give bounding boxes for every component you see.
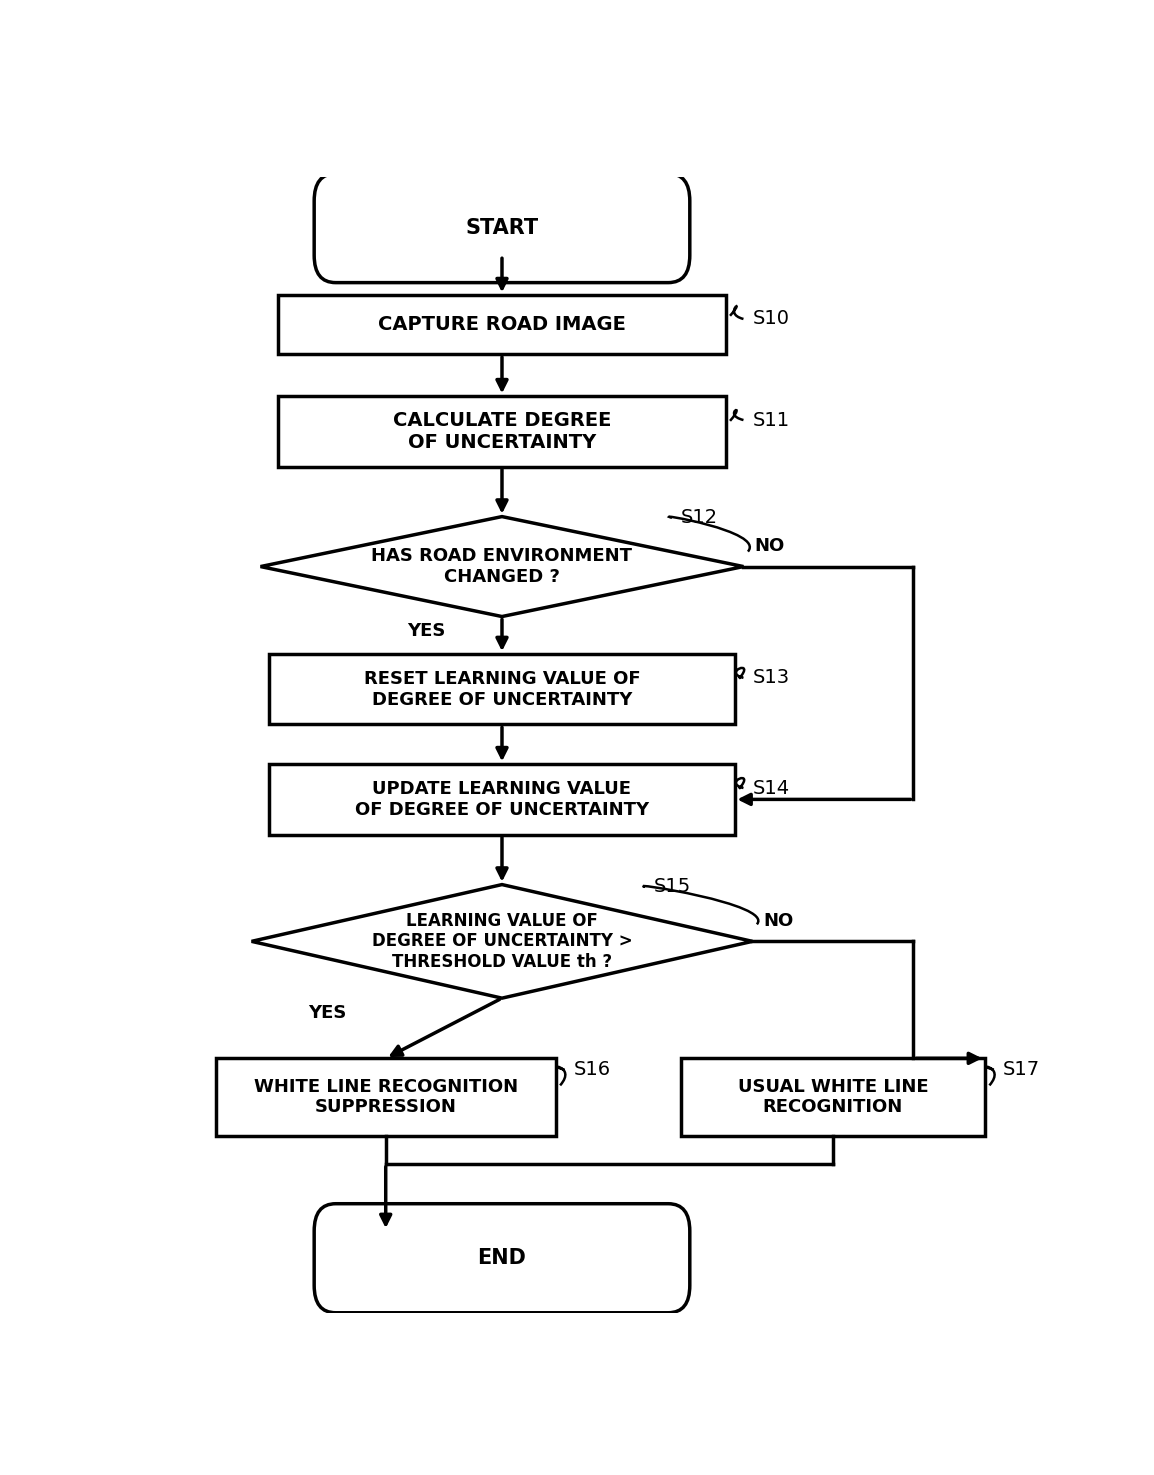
- Text: CAPTURE ROAD IMAGE: CAPTURE ROAD IMAGE: [379, 316, 625, 335]
- Text: S13: S13: [752, 668, 789, 687]
- Polygon shape: [261, 516, 743, 617]
- Text: UPDATE LEARNING VALUE
OF DEGREE OF UNCERTAINTY: UPDATE LEARNING VALUE OF DEGREE OF UNCER…: [355, 780, 649, 819]
- Text: S14: S14: [752, 779, 789, 798]
- Text: END: END: [478, 1248, 526, 1268]
- Text: S17: S17: [1003, 1061, 1040, 1080]
- Bar: [278, 397, 726, 466]
- Polygon shape: [252, 885, 752, 999]
- Text: NO: NO: [763, 912, 794, 931]
- Text: S11: S11: [752, 410, 789, 429]
- Text: USUAL WHITE LINE
RECOGNITION: USUAL WHITE LINE RECOGNITION: [737, 1078, 928, 1117]
- Text: HAS ROAD ENVIRONMENT
CHANGED ?: HAS ROAD ENVIRONMENT CHANGED ?: [372, 547, 632, 586]
- Text: START: START: [465, 218, 539, 237]
- Bar: [270, 653, 735, 724]
- FancyBboxPatch shape: [314, 174, 690, 283]
- Text: CALCULATE DEGREE
OF UNCERTAINTY: CALCULATE DEGREE OF UNCERTAINTY: [392, 412, 612, 451]
- Bar: [278, 295, 726, 354]
- Text: S16: S16: [574, 1061, 610, 1080]
- Bar: [270, 764, 735, 835]
- Text: LEARNING VALUE OF
DEGREE OF UNCERTAINTY >
THRESHOLD VALUE th ?: LEARNING VALUE OF DEGREE OF UNCERTAINTY …: [372, 912, 632, 971]
- Text: S15: S15: [654, 878, 691, 897]
- Text: S12: S12: [681, 509, 718, 527]
- Text: RESET LEARNING VALUE OF
DEGREE OF UNCERTAINTY: RESET LEARNING VALUE OF DEGREE OF UNCERT…: [364, 670, 640, 708]
- Text: YES: YES: [308, 1004, 347, 1022]
- Text: S10: S10: [752, 310, 789, 329]
- Text: NO: NO: [755, 537, 785, 555]
- Text: WHITE LINE RECOGNITION
SUPPRESSION: WHITE LINE RECOGNITION SUPPRESSION: [254, 1078, 518, 1117]
- FancyBboxPatch shape: [314, 1204, 690, 1313]
- Bar: [681, 1059, 986, 1136]
- Bar: [216, 1059, 556, 1136]
- Text: YES: YES: [406, 622, 445, 640]
